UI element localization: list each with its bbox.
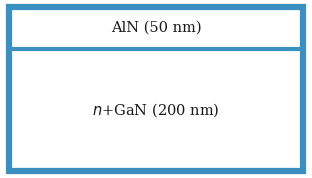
Bar [9,7,303,49]
Text: AlN (50 nm): AlN (50 nm) [111,21,201,35]
Bar [9,49,303,171]
Text: $n$+GaN (200 nm): $n$+GaN (200 nm) [92,101,220,119]
